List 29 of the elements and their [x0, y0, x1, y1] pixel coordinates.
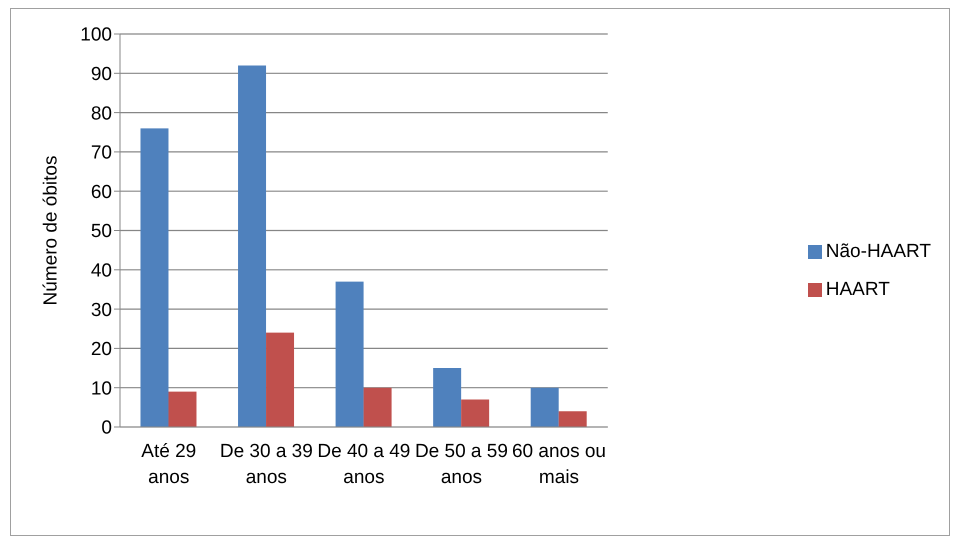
x-tick-label: Até 29 anos — [141, 441, 196, 488]
y-tick-label: 90 — [90, 64, 112, 86]
x-tick-label: 60 anos ou mais — [512, 441, 606, 488]
bar — [461, 399, 490, 427]
y-tick-label: 20 — [90, 339, 112, 360]
legend-label: Não-HAART — [826, 241, 931, 262]
x-tick-label: De 50 a 59 anos — [414, 441, 508, 488]
y-tick-label: 80 — [90, 103, 112, 124]
y-tick-label: 70 — [90, 142, 112, 164]
y-tick-label: 40 — [90, 260, 112, 282]
bar — [238, 65, 266, 427]
y-axis-title: Número de óbitos — [40, 156, 62, 306]
y-tick-label: 60 — [90, 182, 112, 203]
bar — [266, 332, 294, 427]
bar — [364, 388, 392, 427]
bar — [140, 128, 168, 427]
y-tick-label: 100 — [80, 24, 112, 46]
legend-label: HAART — [826, 279, 890, 300]
bar — [433, 368, 462, 427]
y-tick-label: 10 — [90, 378, 112, 400]
y-tick-label: 0 — [101, 418, 112, 439]
x-tick-label: De 40 a 49 anos — [317, 441, 410, 488]
y-tick-label: 30 — [90, 300, 112, 321]
bar — [558, 411, 587, 427]
x-tick-label: De 30 a 39 anos — [220, 441, 313, 488]
bar — [168, 392, 196, 427]
bar — [530, 388, 559, 427]
y-tick-label: 50 — [90, 221, 112, 242]
bar — [336, 282, 364, 427]
